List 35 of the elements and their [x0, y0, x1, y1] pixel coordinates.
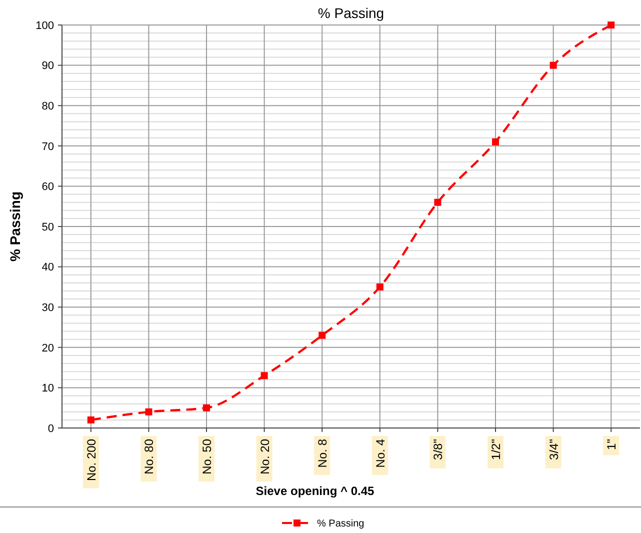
point: [550, 62, 557, 69]
x-tick-label: 3/4": [546, 439, 561, 460]
y-tick-label: 60: [42, 181, 54, 194]
x-tick-label: 1": [604, 439, 619, 450]
point: [145, 408, 152, 416]
y-tick-label: 30: [42, 302, 54, 314]
y-tick-label: 70: [42, 140, 54, 153]
x-axis-title: Sieve opening ^ 0.45: [256, 484, 375, 498]
point: [318, 332, 326, 339]
y-tick-label: 50: [42, 221, 54, 234]
x-tick-label: No. 8: [316, 438, 330, 468]
point: [608, 22, 615, 28]
point: [492, 138, 499, 146]
y-tick-label: 40: [42, 262, 54, 274]
point: [376, 283, 384, 290]
point: [203, 404, 210, 412]
x-tick-label: 1/2": [489, 439, 503, 460]
point: [434, 198, 442, 206]
y-axis-title: % Passing: [7, 191, 23, 262]
point: [260, 372, 268, 380]
point: [87, 416, 94, 424]
y-tick-label: 0: [48, 422, 54, 435]
y-tick-label: 10: [42, 382, 54, 395]
y-tick-label: 100: [36, 20, 54, 32]
x-tick-label: No. 80: [142, 438, 156, 474]
y-tick-label: 80: [42, 100, 54, 112]
y-tick-label: 90: [42, 60, 54, 72]
x-tick-label: No. 4: [373, 438, 388, 468]
x-tick-label: No. 200: [84, 438, 98, 482]
x-tick-label: No. 20: [258, 438, 272, 474]
legend-label: % Passing: [317, 518, 364, 530]
y-tick-label: 20: [42, 342, 54, 354]
x-tick-label: 3/8": [431, 439, 446, 460]
x-tick-label: No. 50: [200, 438, 214, 474]
chart-title: % Passing: [318, 5, 384, 21]
